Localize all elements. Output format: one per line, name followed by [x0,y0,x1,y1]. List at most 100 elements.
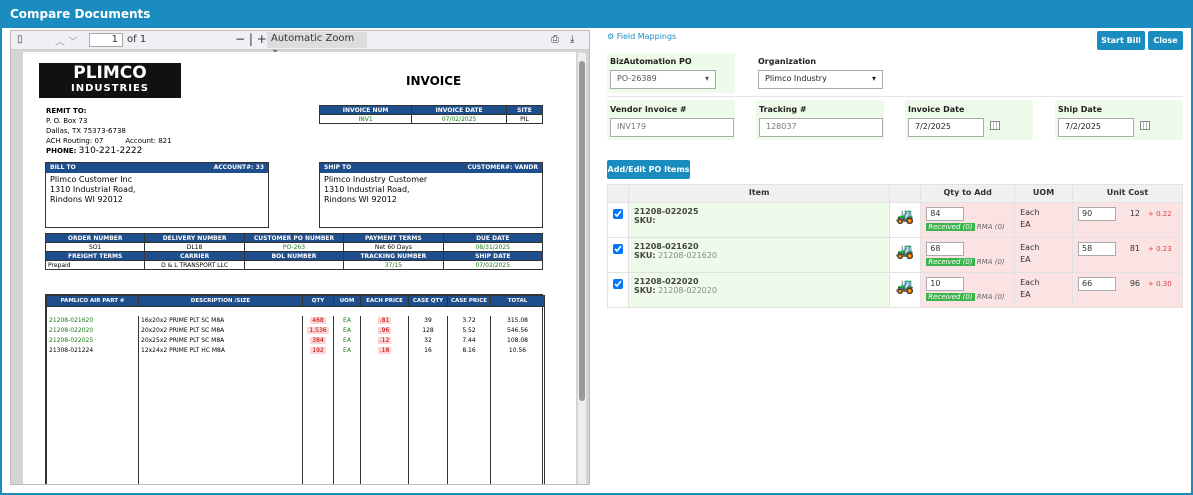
po-cost: 96 [1129,279,1140,288]
logo-bottom: INDUSTRIES [71,83,149,94]
scroll-thumb[interactable] [579,61,585,401]
cost-input[interactable]: 66 [1078,277,1116,291]
calendar-icon [1140,121,1150,130]
page-count: of 1 [127,34,147,45]
value: 192 [310,347,326,354]
zoom-value: Automatic Zoom [271,33,355,44]
download[interactable]: ⤓ [570,34,575,45]
sidebar-toggle[interactable]: ▯ [17,34,23,45]
po-select[interactable]: PO-26389 ▾ [610,70,716,89]
text-input[interactable]: 7/2/2025 [1058,118,1134,137]
zoom-controls[interactable]: − | + [235,32,267,46]
close-button[interactable]: Close [1148,31,1183,50]
header-cell: CASE QTY [408,295,448,307]
header-cell: UOM [333,295,361,307]
cell: 07/02/2025 [442,260,544,270]
cell: 21208-022020 [46,325,139,336]
field-mappings-text: Field Mappings [616,32,677,41]
add-edit-button[interactable]: Add/Edit PO Items [607,160,690,179]
received-badge: Received (0) [926,223,975,231]
cell: 21208-022025 SKU: [627,202,891,238]
cell: 16x20x2 PRIME PLT SC M8A [138,315,303,326]
print[interactable]: ⎙ [551,34,559,45]
value: PO-26389 [617,74,657,83]
value: 8.16 [462,347,476,354]
value: 384 [310,337,326,344]
ship-to-label: SHIP TO [324,164,352,171]
cell: 384 [302,335,334,346]
header-cell: Qty to Add [920,184,1016,203]
cell [490,355,545,484]
phone: 310-221-2222 [78,146,143,156]
header-cell: CUSTOMER PO NUMBER [243,233,345,243]
cell: 12x24x2 PRIME PLT HC M8A [138,345,303,356]
cell: 32 [408,335,448,346]
cell: Each EA [1014,237,1073,273]
received-badge: Received (0) [926,293,975,301]
cell: Each EA [1014,272,1073,308]
value: 21308-021224 [49,347,94,354]
ship-to: SHIP TO CUSTOMER#: VANDR Plimco Industry … [319,162,543,228]
header-row: PAMLICO AIR PART # DESCRIPTION /SIZE QTY UO… [46,295,545,307]
cell: 5.52 [447,325,491,336]
header-cell: SHIP DATE [442,251,544,261]
header-cell: SITE [506,105,543,115]
header-row: Item Qty to Add UOM Unit Cost [607,184,1183,203]
checkbox[interactable] [613,279,623,289]
invoice-page: PLIMCO INDUSTRIES INVOICE REMIT TO: P. O… [23,52,576,484]
row: 21308-021224 12x24x2 PRIME PLT HC M8A 192 E… [46,345,545,356]
value: EA [343,317,351,324]
page-nav[interactable]: ︿ ﹀ [55,37,79,48]
sku: SKU: 21208-021620 [634,251,884,260]
zoom-select[interactable]: Automatic Zoom ⌄ [267,32,367,55]
cost-input[interactable]: 58 [1078,242,1116,256]
header-cell [889,184,922,203]
received-badge: Received (0) [926,258,975,266]
cell: INV1 [318,114,413,124]
header-row: INVOICE NUM INVOICE DATE SITE [318,105,543,115]
header-cell: DESCRIPTION /SIZE [138,295,303,307]
text-input[interactable]: 7/2/2025 [908,118,984,137]
address-line: Rindons WI 92012 [324,195,397,204]
cell [333,355,361,484]
value: 20x20x2 PRIME PLT SC M8A [141,327,225,334]
qty-input[interactable]: 84 [926,207,965,221]
start-bill-button[interactable]: Start Bill [1097,31,1145,50]
routing: ACH Routing: 07 [46,137,104,145]
value: 16 [424,347,432,354]
forklift-icon: 🚜 [889,202,922,238]
text-input[interactable]: INV179 [610,118,734,137]
invoice-title: INVOICE [406,74,462,88]
cost-input[interactable]: 90 [1078,207,1116,221]
cell [447,355,491,484]
page-input[interactable]: 1 [89,33,123,47]
qty-input[interactable]: 10 [926,277,965,291]
label: Organization [758,57,817,66]
header-row: FREIGHT TERMS CARRIER BOL NUMBER TRACKING N… [44,251,544,261]
forklift-icon: 🚜 [889,237,922,273]
bill-to-account: ACCOUNT#: 33 [213,164,264,171]
qty-input[interactable]: 68 [926,242,965,256]
field: Ship Date 7/2/2025 [1055,100,1183,140]
field: Invoice Date 7/2/2025 [905,100,1033,140]
header-cell: INVOICE NUM [318,105,413,115]
cell: 21208-022020 SKU: 21208-022020 [627,272,891,308]
cell: 546.56 [490,325,545,336]
row: 21208-022020 20x20x2 PRIME PLT SC M8A 1,53… [46,325,545,336]
header-cell: TOTAL [490,295,545,307]
divider [607,96,1183,97]
org-field: Organization Plimco Industry ▾ [758,53,886,93]
text-input[interactable]: 128037 [759,118,883,137]
checkbox[interactable] [613,244,623,254]
header-cell: EACH PRICE [360,295,409,307]
checkbox[interactable] [613,209,623,219]
cell: 16 [408,345,448,356]
cell [302,355,334,484]
org-select[interactable]: Plimco Industry ▾ [758,70,883,89]
field-mappings[interactable]: ⚙ Field Mappings [607,32,677,41]
value: EA [343,337,351,344]
uom-code: EA [1020,290,1031,299]
cell: DL18 [144,242,245,252]
sku-value: 21208-021620 [658,251,717,260]
cell [46,355,139,484]
